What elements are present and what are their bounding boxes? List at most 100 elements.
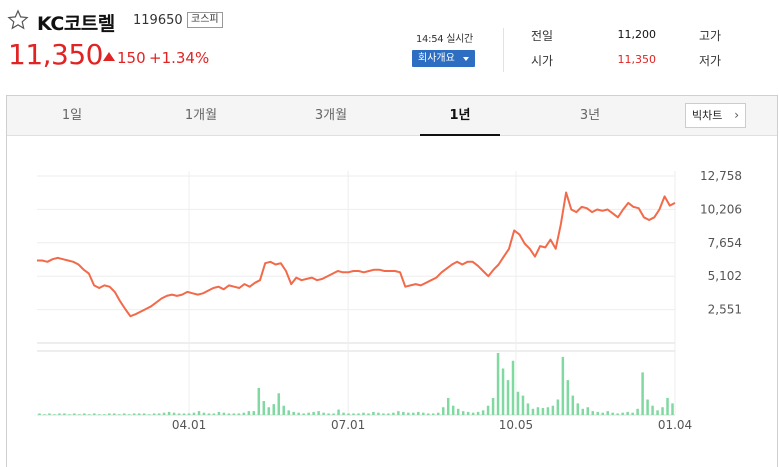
volume-bar (476, 411, 480, 415)
volume-bar (392, 412, 395, 415)
volume-bar (88, 414, 91, 415)
volume-bar (382, 413, 385, 415)
volume-bar (342, 412, 345, 415)
volume-bar (242, 412, 246, 415)
volume-bar (282, 405, 285, 415)
volume-bar (466, 411, 470, 415)
volume-bar (427, 413, 430, 415)
bigchart-button[interactable]: 빅차트 › (685, 103, 746, 128)
volume-bar (237, 413, 241, 415)
volume-bar (621, 412, 624, 415)
volume-bar (252, 411, 256, 415)
volume-bar (541, 408, 545, 415)
x-tick-label: 10.05 (499, 418, 533, 432)
volume-bar (496, 353, 500, 415)
volume-bar (43, 414, 46, 415)
volume-bar (451, 405, 455, 415)
volume-bar (197, 411, 201, 415)
volume-bar (521, 395, 525, 415)
volume-bar (631, 412, 634, 415)
change-amount: 150 (117, 49, 146, 67)
volume-bar (516, 391, 520, 415)
divider (503, 28, 504, 72)
tab-3month[interactable]: 3개월 (314, 108, 348, 123)
volume-bar (432, 413, 435, 415)
volume-bar (506, 380, 510, 415)
company-overview-button[interactable]: 회사개요 (412, 50, 475, 67)
volume-bar (247, 411, 251, 415)
volume-bar (38, 413, 41, 415)
stock-name: KC코트렐 (37, 13, 115, 35)
volume-bar (501, 368, 505, 415)
volume-bar (636, 408, 639, 415)
volume-bar (103, 414, 106, 415)
open-value: 11,350 (617, 53, 657, 66)
volume-bar (217, 411, 221, 415)
stock-header: KC코트렐 119650 코스피 11,350 150 +1.34% 14:54… (0, 0, 779, 92)
volume-bar (486, 405, 490, 415)
volume-bar (436, 412, 440, 415)
volume-bar (147, 414, 151, 415)
volume-bar (591, 411, 595, 415)
company-overview-label: 회사개요 (418, 53, 455, 64)
market-badge: 코스피 (187, 12, 223, 28)
volume-bar (262, 401, 266, 415)
volume-bar (187, 413, 191, 415)
volume-bar (137, 413, 141, 415)
prev-close-value: 11,200 (617, 28, 657, 41)
volume-bar (157, 413, 161, 415)
volume-bar (402, 411, 405, 415)
volume-bar (616, 413, 619, 415)
volume-bar (551, 405, 555, 415)
tab-1month[interactable]: 1개월 (184, 108, 218, 123)
volume-bar (481, 410, 485, 415)
x-tick-label: 04.01 (172, 418, 206, 432)
volume-bar (561, 356, 565, 415)
volume-bar (571, 395, 575, 415)
volume-bar (661, 407, 664, 415)
volume-bar (108, 413, 111, 415)
tab-1day[interactable]: 1일 (61, 108, 83, 123)
volume-bar (132, 413, 136, 415)
volume-bar (546, 407, 550, 415)
period-tabs: 1일 1개월 3개월 1년 3년 빅차트 › (7, 96, 777, 136)
volume-bar (417, 411, 420, 415)
volume-bar (302, 413, 305, 415)
volume-bar (586, 407, 590, 415)
volume-bar (177, 413, 181, 415)
volume-bar (526, 403, 530, 415)
volume-bar (641, 372, 644, 415)
prev-close-label: 전일 (531, 29, 554, 43)
volume-bar (441, 407, 445, 415)
volume-bar (566, 380, 570, 415)
chart-panel: 1일 1개월 3개월 1년 3년 빅차트 › 12,758 10,206 7,654… (6, 95, 778, 467)
volume-bar (267, 407, 271, 415)
volume-bar (347, 413, 350, 415)
volume-bar (172, 412, 176, 415)
volume-bar (656, 410, 659, 415)
volume-bar (182, 413, 186, 415)
volume-bar (651, 405, 654, 415)
up-arrow-icon (103, 52, 115, 61)
volume-bar (357, 413, 360, 415)
volume-bar (127, 414, 131, 415)
caret-down-icon (463, 57, 469, 61)
volume-bar (352, 413, 355, 415)
volume-bar (277, 393, 280, 415)
volume-bar (327, 413, 330, 415)
volume-bar (53, 414, 56, 415)
volume-bar (207, 413, 211, 415)
volume-bar (167, 411, 171, 415)
volume-bar (322, 412, 325, 415)
volume-bar (192, 412, 196, 415)
volume-bar (58, 413, 61, 415)
tab-3year[interactable]: 3년 (579, 108, 601, 123)
volume-bar (332, 413, 335, 415)
volume-bar (422, 412, 425, 415)
tab-1year[interactable]: 1년 (420, 96, 500, 136)
x-tick-label: 01.04 (658, 418, 692, 432)
favorite-star-icon[interactable] (7, 9, 29, 31)
volume-bar (407, 412, 410, 415)
volume-bar (93, 413, 96, 415)
volume-bar (446, 397, 450, 415)
